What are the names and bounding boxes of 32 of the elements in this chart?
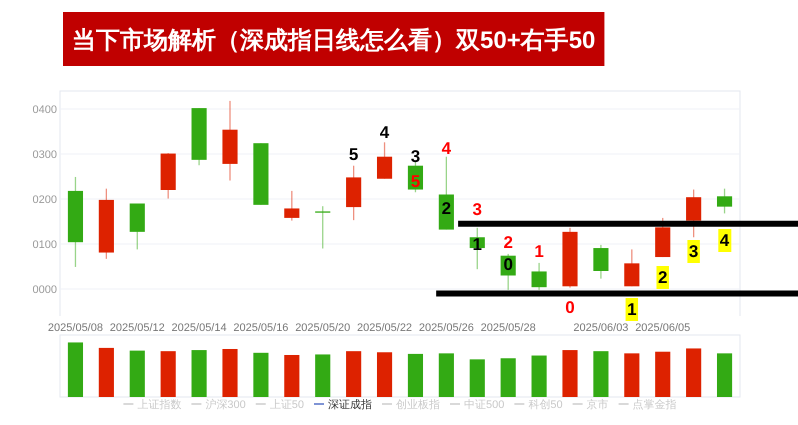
note: 3	[410, 147, 420, 166]
note: 2	[503, 233, 513, 252]
y-tick-label: 0200	[32, 194, 57, 206]
note: 4	[718, 229, 732, 252]
note: 3	[687, 240, 700, 263]
chart-title: 当下市场解析（深成指日线怎么看）双50+右手50	[72, 27, 596, 54]
note: 2	[442, 199, 452, 218]
x-tick-label: 2025/06/03	[573, 322, 628, 334]
x-tick-label: 2025/05/22	[357, 322, 412, 334]
note: 5	[348, 145, 358, 164]
note: 1	[534, 242, 544, 261]
x-tick-label: 2025/05/08	[48, 322, 103, 334]
y-tick-label: 0400	[32, 104, 57, 116]
note: 3	[472, 200, 482, 219]
note: 2	[656, 266, 669, 289]
x-tick-label: 2025/05/28	[480, 322, 536, 334]
x-tick-label: 2025/06/05	[635, 322, 690, 334]
x-tick-label: 2025/05/26	[418, 322, 474, 334]
note: 0	[565, 298, 575, 317]
y-tick-label: 0100	[32, 239, 57, 251]
x-tick-label: 2025/05/14	[172, 322, 227, 334]
x-tick-label: 2025/05/20	[295, 322, 350, 334]
legend-label: 深证成指	[328, 399, 372, 411]
note: 5	[410, 172, 420, 191]
x-tick-label: 2025/05/12	[110, 322, 165, 334]
x-tick-label: 2025/05/16	[233, 322, 288, 334]
note: 1	[626, 298, 638, 321]
note: 0	[503, 255, 513, 274]
note: 4	[380, 123, 390, 142]
note: 4	[442, 139, 452, 158]
y-tick-label: 0000	[32, 284, 57, 296]
y-tick-label: 0300	[32, 149, 57, 161]
